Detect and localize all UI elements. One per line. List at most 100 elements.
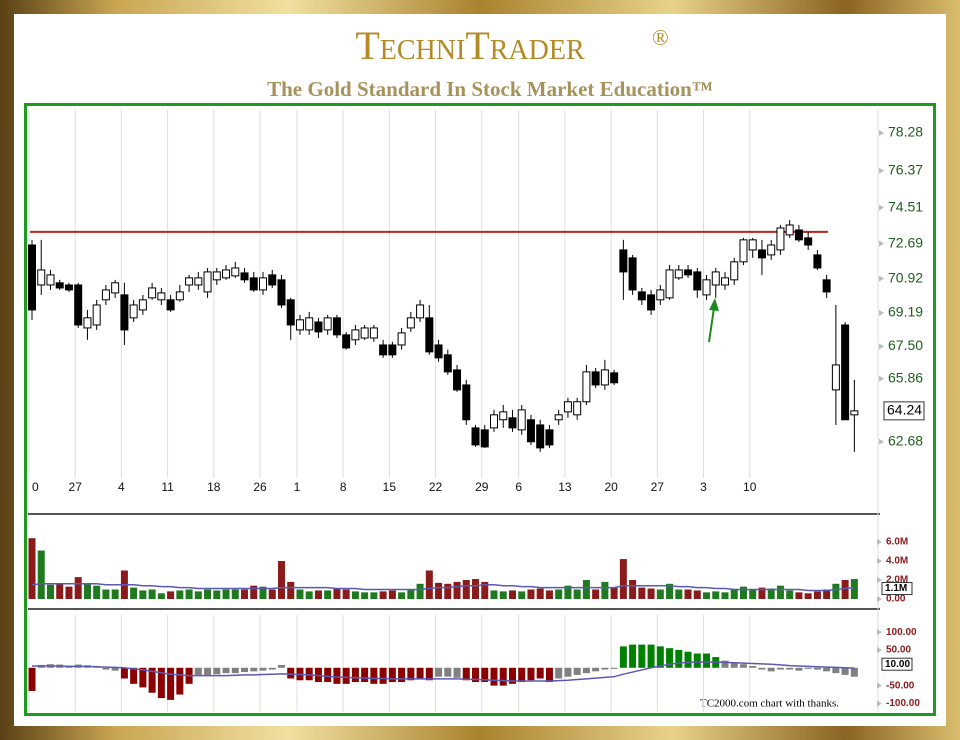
y-tick-label: 62.68 bbox=[888, 432, 923, 448]
bar bbox=[619, 559, 627, 599]
x-tick-label: 0 bbox=[32, 480, 39, 494]
tick-mark bbox=[877, 629, 882, 636]
tick-mark bbox=[877, 700, 882, 707]
candle-body bbox=[804, 237, 813, 246]
bar bbox=[176, 590, 184, 599]
x-tick-label: 13 bbox=[558, 480, 572, 494]
bar bbox=[379, 591, 387, 599]
bar bbox=[749, 589, 757, 599]
candle-body bbox=[757, 249, 766, 259]
tick-mark bbox=[879, 438, 884, 445]
bar bbox=[176, 667, 184, 695]
bar bbox=[361, 592, 369, 599]
candle-body bbox=[277, 279, 286, 306]
y-tick-label: 4.0M bbox=[886, 556, 908, 567]
bar bbox=[832, 667, 840, 674]
bar bbox=[508, 590, 516, 599]
y-tick-label: 67.50 bbox=[888, 337, 923, 353]
bar bbox=[416, 583, 424, 599]
bar bbox=[333, 667, 341, 684]
bar bbox=[536, 588, 544, 599]
bar bbox=[194, 591, 202, 599]
bar bbox=[305, 667, 313, 681]
bar bbox=[287, 581, 295, 599]
candle-body bbox=[129, 304, 138, 319]
x-tick-label: 8 bbox=[340, 480, 347, 494]
bar bbox=[592, 589, 600, 599]
bar bbox=[213, 667, 221, 675]
bar bbox=[776, 585, 784, 599]
bar bbox=[555, 589, 563, 599]
candle-body bbox=[517, 409, 526, 431]
bar bbox=[693, 590, 701, 599]
candle-body bbox=[721, 277, 729, 286]
registered-mark: ® bbox=[652, 25, 669, 50]
last-value-box bbox=[881, 582, 913, 596]
bar bbox=[629, 644, 637, 668]
bar bbox=[333, 588, 341, 599]
last-value-box bbox=[881, 657, 913, 671]
bar bbox=[823, 589, 831, 599]
bar bbox=[83, 583, 91, 599]
bar bbox=[656, 646, 664, 668]
bar bbox=[508, 667, 516, 684]
candle-body bbox=[453, 369, 462, 391]
candle-body bbox=[628, 257, 637, 291]
candle-body bbox=[138, 299, 147, 311]
bar bbox=[425, 667, 433, 681]
bar bbox=[305, 591, 313, 599]
candle-body bbox=[536, 424, 545, 449]
bar bbox=[582, 667, 590, 674]
bar bbox=[241, 667, 249, 673]
bar bbox=[93, 585, 101, 599]
y-tick-label: 100.00 bbox=[886, 627, 917, 638]
candle-body bbox=[185, 277, 194, 286]
bar bbox=[813, 667, 821, 670]
candle-body bbox=[490, 414, 498, 429]
bar bbox=[416, 667, 424, 679]
tick-mark bbox=[877, 646, 882, 653]
bar bbox=[28, 667, 36, 691]
candle-body bbox=[342, 334, 351, 349]
bar bbox=[850, 579, 858, 599]
bar bbox=[472, 579, 480, 599]
bar bbox=[758, 667, 766, 670]
candle-body bbox=[508, 417, 517, 429]
y-tick-label: 2.0M bbox=[886, 575, 908, 586]
bar bbox=[444, 583, 452, 599]
candle-body bbox=[693, 271, 702, 291]
bar bbox=[444, 667, 452, 677]
candle-body bbox=[443, 354, 452, 373]
candle-body bbox=[822, 279, 831, 293]
tick-mark bbox=[877, 538, 882, 545]
candle-body bbox=[295, 319, 304, 331]
bar bbox=[324, 667, 332, 683]
brand-title: TechniTrader bbox=[355, 23, 585, 68]
bar bbox=[453, 581, 461, 599]
y-tick-label: 72.69 bbox=[888, 234, 923, 250]
bar bbox=[194, 667, 202, 675]
candle-body bbox=[739, 239, 748, 263]
candle-body bbox=[148, 287, 157, 299]
bar bbox=[435, 667, 443, 677]
bar bbox=[37, 550, 45, 599]
bar bbox=[111, 589, 119, 599]
candle-body bbox=[360, 327, 369, 339]
bar bbox=[776, 667, 784, 670]
bar bbox=[398, 592, 406, 599]
x-tick-label: 22 bbox=[429, 480, 443, 494]
bar bbox=[481, 667, 489, 683]
bar bbox=[518, 591, 526, 599]
bar bbox=[370, 667, 378, 684]
bar bbox=[157, 593, 165, 599]
bar bbox=[314, 590, 322, 599]
bar bbox=[231, 589, 239, 599]
bar bbox=[342, 589, 350, 599]
tick-mark bbox=[877, 596, 882, 602]
candle-body bbox=[526, 419, 535, 443]
green-arrow bbox=[708, 298, 719, 343]
candle-body bbox=[397, 332, 406, 346]
last-value-label: 64.24 bbox=[887, 402, 922, 418]
